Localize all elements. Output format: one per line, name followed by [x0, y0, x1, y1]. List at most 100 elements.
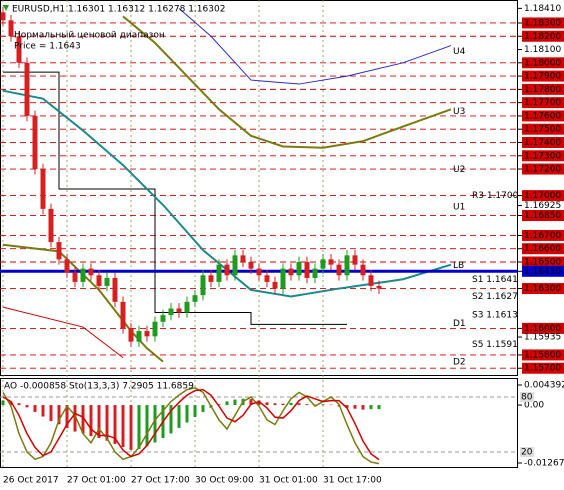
candle-body — [24, 62, 30, 116]
y-tick-label: 0.00 — [524, 401, 544, 411]
y-tick-box — [522, 17, 564, 29]
x-tick-label: 27 Oct 01:00 — [67, 476, 126, 486]
y-tick-label: 1.16700 — [524, 231, 561, 241]
candle-body — [288, 268, 294, 276]
ao-bar — [369, 405, 373, 410]
candle-body — [248, 261, 254, 269]
ao-bar — [329, 404, 333, 406]
candle-body — [208, 275, 214, 282]
y-tick-label: 1.17000 — [524, 191, 561, 201]
y-tick-box — [522, 83, 564, 95]
y-tick-box — [522, 362, 564, 374]
ao-bar — [297, 403, 301, 406]
candle-body — [16, 36, 22, 63]
y-tick-label: 1.16000 — [524, 324, 561, 334]
level-label: U4 — [453, 47, 466, 57]
ao-bar — [105, 405, 109, 441]
candle-body — [256, 268, 262, 276]
ao-bar — [305, 404, 309, 406]
y-tick-box — [522, 97, 564, 109]
candle-body — [376, 285, 382, 289]
ao-bar — [137, 405, 141, 449]
candle-body — [72, 272, 78, 282]
y-tick-label: 1.17700 — [524, 98, 561, 108]
candle-body — [240, 255, 246, 262]
y-tick-label: 1.15700 — [524, 364, 561, 374]
lower-layer — [0, 387, 518, 465]
title-icon — [3, 5, 9, 11]
ao-bar — [313, 404, 317, 406]
candle-body — [168, 308, 174, 316]
candle-body — [184, 301, 190, 313]
pivot-label: S2 1.1627 — [472, 292, 518, 302]
x-tick-label: 27 Oct 17:00 — [131, 476, 190, 486]
ao-bar — [97, 405, 101, 438]
y-tick-label: 1.18100 — [524, 45, 561, 55]
ao-bar — [81, 405, 85, 434]
candle-body — [96, 275, 102, 286]
ao-bar — [321, 404, 325, 406]
ao-bar — [233, 399, 237, 406]
candle-body — [144, 331, 150, 337]
ao-bar — [185, 405, 189, 423]
x-tick-label: 26 Oct 2017 — [3, 476, 59, 486]
y-tick-label: 1.17400 — [524, 138, 561, 148]
candle-body — [304, 261, 310, 278]
ao-bar — [353, 405, 357, 409]
ao-bar — [89, 405, 93, 437]
candle-body — [280, 268, 286, 289]
candle-body — [312, 268, 318, 278]
level-label: LB — [453, 261, 464, 271]
ao-bar — [345, 405, 349, 408]
lower-panel-frame — [0, 378, 518, 468]
ao-bar — [113, 405, 117, 444]
indicator-line — [178, 7, 452, 85]
y2-tick-box — [520, 446, 534, 457]
oscillator-title: AO -0.000858 Sto(13,3,3) 7.2905 11.6859 — [4, 382, 194, 392]
y-tick-box — [522, 322, 564, 334]
candle-body — [336, 264, 342, 276]
indicator-line — [122, 15, 452, 149]
y-tick-box — [522, 256, 564, 268]
ao-bar — [121, 405, 125, 448]
y2-tick-box — [520, 391, 534, 402]
ao-bar — [9, 401, 13, 406]
subtitle: Нормальный ценовой диапазон — [14, 31, 165, 41]
ao-bar — [177, 405, 181, 428]
y2-tick-label: 80 — [521, 392, 533, 402]
ao-bar — [361, 405, 365, 410]
y-tick-box — [522, 110, 564, 122]
ao-bar — [225, 401, 229, 406]
ao-bar — [265, 402, 269, 406]
x-tick-label: 30 Oct 09:00 — [195, 476, 254, 486]
x-tick-label: 31 Oct 01:00 — [259, 476, 318, 486]
ao-bar — [169, 405, 173, 434]
y-tick-box — [522, 229, 564, 241]
y-tick-box — [522, 349, 564, 361]
y-tick-label: 1.18410 — [524, 4, 561, 14]
ao-bar — [193, 405, 197, 417]
ao-bar — [201, 405, 205, 412]
ao-bar — [25, 405, 29, 408]
indicator-line — [2, 306, 124, 359]
indicator-line — [2, 89, 452, 298]
candle-body — [40, 169, 46, 209]
candle-body — [352, 255, 358, 265]
candle-body — [328, 259, 334, 265]
y-tick-label: 1.16925 — [524, 201, 561, 211]
candle-body — [48, 208, 54, 243]
stochastic-line — [2, 387, 380, 465]
level-label: D2 — [453, 358, 466, 368]
chart-title: EURUSD,H1 1.16301 1.16312 1.16278 1.1630… — [12, 5, 225, 15]
candle-body — [136, 331, 142, 342]
pivot-label: R3 1.1700 — [472, 191, 519, 201]
y-tick-box — [522, 57, 564, 69]
ao-bar — [145, 405, 149, 447]
pivot-label: S3 1.1613 — [472, 311, 518, 321]
ao-bar — [377, 405, 381, 409]
ao-bar — [17, 403, 21, 406]
y-tick-label: 1.17900 — [524, 72, 561, 82]
y-tick-box — [522, 70, 564, 82]
